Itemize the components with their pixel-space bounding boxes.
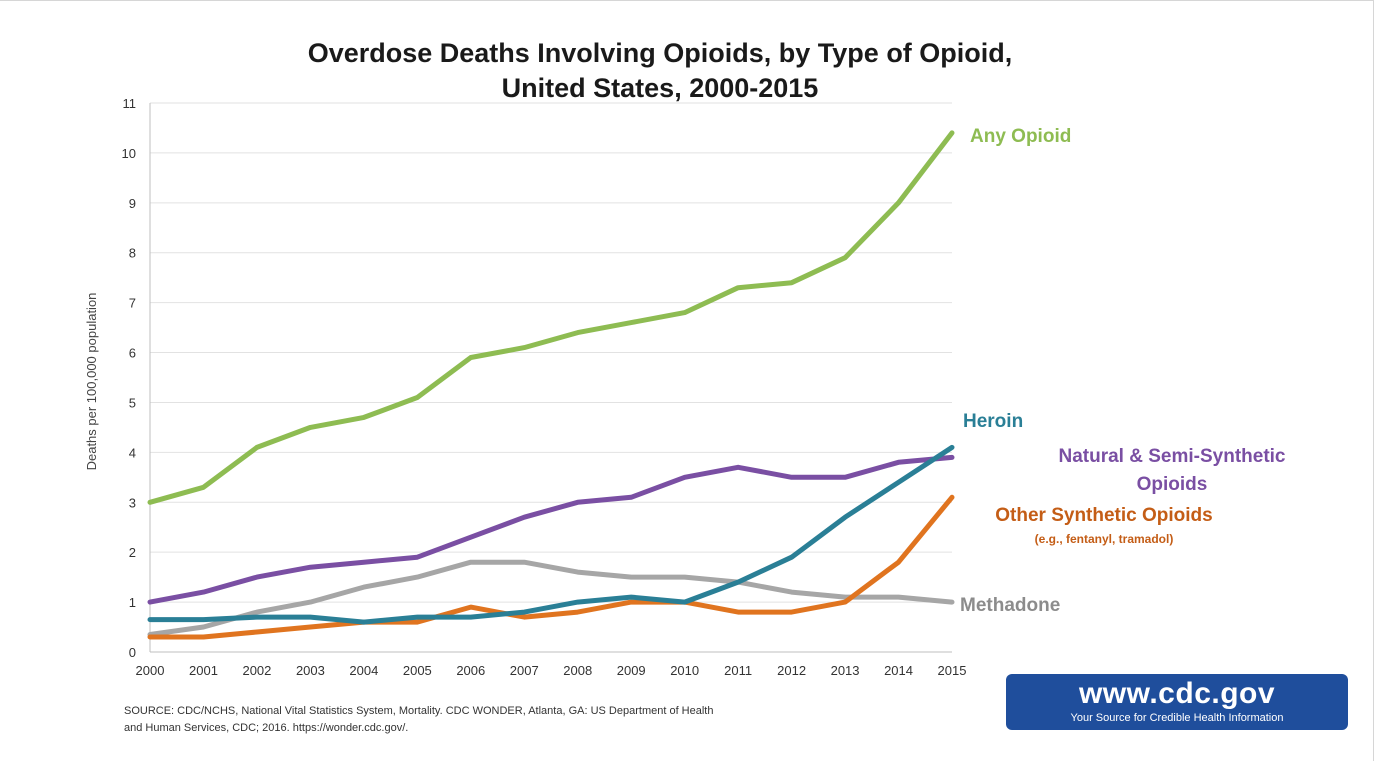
y-tick-label: 11 bbox=[123, 96, 137, 111]
x-tick-label: 2013 bbox=[831, 663, 860, 678]
x-tick-label: 2005 bbox=[403, 663, 432, 678]
series-line-any-opioid bbox=[147, 130, 955, 505]
x-tick-label: 2007 bbox=[510, 663, 539, 678]
series-label-natural2: Opioids bbox=[1137, 474, 1208, 495]
y-tick-label: 6 bbox=[129, 346, 136, 361]
cdc-badge: www.cdc.gov Your Source for Credible Hea… bbox=[1006, 674, 1348, 730]
series-line-methadone bbox=[147, 559, 955, 637]
y-tick-label: 1 bbox=[129, 595, 136, 610]
x-tick-label: 2012 bbox=[777, 663, 806, 678]
cdc-tagline: Your Source for Credible Health Informat… bbox=[1070, 712, 1284, 724]
series-label-any: Any Opioid bbox=[970, 126, 1071, 147]
series-line-other-synthetic-opioids bbox=[147, 494, 955, 640]
y-tick-label: 2 bbox=[129, 545, 136, 560]
y-tick-label: 9 bbox=[129, 196, 136, 211]
x-tick-label: 2009 bbox=[617, 663, 646, 678]
y-tick-label: 8 bbox=[129, 246, 136, 261]
chart-title-line-1: Overdose Deaths Involving Opioids, by Ty… bbox=[307, 38, 1013, 68]
x-tick-label: 2008 bbox=[563, 663, 592, 678]
series-label-methadone: Methadone bbox=[960, 595, 1060, 616]
source-line-1: SOURCE: CDC/NCHS, National Vital Statist… bbox=[124, 705, 714, 717]
y-tick-label: 3 bbox=[129, 495, 136, 510]
x-tick-label: 2010 bbox=[670, 663, 699, 678]
y-axis-label: Deaths per 100,000 population bbox=[84, 293, 99, 471]
x-tick-label: 2015 bbox=[938, 663, 967, 678]
x-tick-label: 2003 bbox=[296, 663, 325, 678]
series-line-heroin bbox=[147, 444, 955, 625]
series-label-other: Other Synthetic Opioids bbox=[995, 505, 1212, 526]
y-tick-label: 5 bbox=[129, 395, 136, 410]
source-line-2: and Human Services, CDC; 2016. https://w… bbox=[124, 722, 409, 734]
chart-title-line-2: United States, 2000-2015 bbox=[501, 73, 819, 103]
x-tick-label: 2001 bbox=[189, 663, 218, 678]
x-tick-label: 2014 bbox=[884, 663, 913, 678]
y-tick-label: 4 bbox=[129, 445, 136, 460]
chart-title: Overdose Deaths Involving Opioids, by Ty… bbox=[150, 36, 1170, 106]
x-tick-label: 2011 bbox=[724, 663, 752, 678]
x-tick-label: 2006 bbox=[456, 663, 485, 678]
x-tick-label: 2004 bbox=[349, 663, 378, 678]
series-label-heroin: Heroin bbox=[963, 411, 1023, 432]
y-tick-label: 10 bbox=[122, 146, 136, 161]
x-tick-label: 2002 bbox=[242, 663, 271, 678]
x-tick-label: 2000 bbox=[136, 663, 165, 678]
source-note: SOURCE: CDC/NCHS, National Vital Statist… bbox=[124, 703, 964, 737]
y-tick-label: 7 bbox=[129, 296, 136, 311]
series-label-natural1: Natural & Semi-Synthetic bbox=[1059, 446, 1286, 467]
cdc-url: www.cdc.gov bbox=[1078, 677, 1276, 710]
series-label-other_sub: (e.g., fentanyl, tramadol) bbox=[1035, 532, 1174, 546]
series-line-natural-semi-synthetic-opioids bbox=[147, 454, 955, 605]
y-tick-label: 0 bbox=[129, 645, 136, 660]
